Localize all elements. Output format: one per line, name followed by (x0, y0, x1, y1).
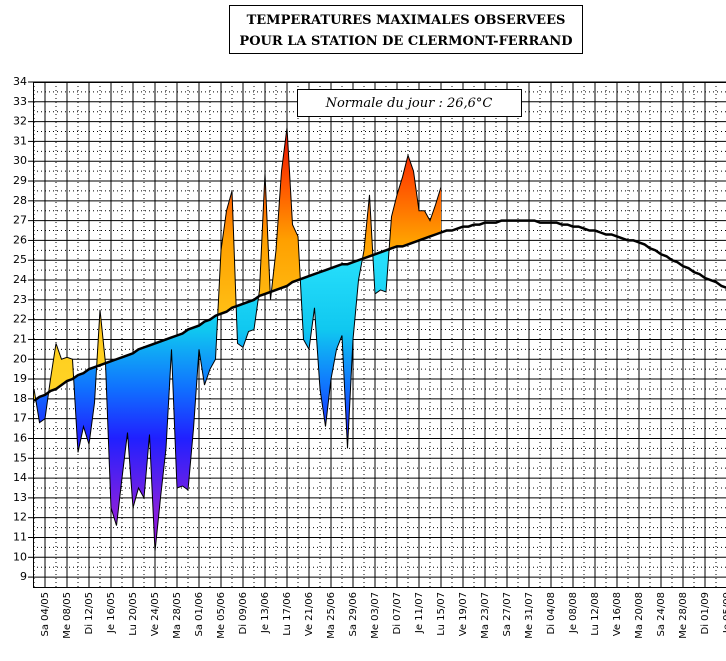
y-tick-label: 12 (13, 511, 27, 524)
y-tick-label: 25 (13, 253, 27, 266)
x-tick-label: Ve 24/05 (150, 592, 161, 636)
x-tick-label: Sa 29/06 (348, 592, 359, 636)
x-tick-label: Ma 28/05 (172, 592, 183, 639)
x-tick-label: Di 07/07 (392, 592, 403, 634)
x-tick-label: Me 31/07 (524, 592, 535, 639)
y-tick-label: 28 (13, 194, 27, 207)
y-tick-label: 14 (13, 471, 27, 484)
x-tick-label: Di 01/09 (700, 592, 711, 634)
y-tick-label: 9 (20, 570, 27, 583)
chart-title: TEMPERATURES MAXIMALES OBSERVEES (247, 13, 566, 28)
y-tick-label: 34 (13, 75, 27, 88)
y-tick-label: 11 (13, 530, 27, 543)
x-tick-label: Je 08/08 (568, 592, 579, 634)
x-tick-label: Lu 12/08 (590, 592, 601, 636)
x-tick-label: Sa 24/08 (656, 592, 667, 636)
x-tick-label: Lu 17/06 (282, 592, 293, 636)
x-tick-label: Ma 23/07 (480, 592, 491, 639)
x-tick-label: Di 09/06 (238, 592, 249, 634)
observed-line (33, 127, 442, 552)
y-tick-label: 19 (13, 372, 27, 385)
x-tick-label: Sa 27/07 (502, 592, 513, 636)
x-tick-label: Ma 25/06 (326, 592, 337, 639)
x-tick-label: Me 03/07 (370, 592, 381, 639)
x-tick-label: Je 16/05 (106, 592, 117, 634)
y-tick-label: 24 (13, 273, 27, 286)
y-tick-label: 17 (13, 412, 27, 425)
title-box (229, 5, 583, 54)
y-tick-label: 18 (13, 392, 27, 405)
y-tick-label: 23 (13, 293, 27, 306)
y-tick-label: 15 (13, 451, 27, 464)
x-tick-label: Je 11/07 (414, 592, 425, 634)
x-tick-label: Di 04/08 (546, 592, 557, 634)
y-tick-label: 13 (13, 491, 27, 504)
grid (28, 81, 726, 587)
marks (33, 127, 726, 552)
x-tick-label: Me 05/06 (216, 592, 227, 639)
x-tick-label: Je 05/09 (722, 592, 726, 634)
y-tick-label: 26 (13, 233, 27, 246)
x-tick-label: Ve 19/07 (458, 592, 469, 636)
y-tick-label: 33 (13, 95, 27, 108)
y-tick-label: 32 (13, 115, 27, 128)
y-tick-label: 10 (13, 550, 27, 563)
y-tick-label: 27 (13, 214, 27, 227)
y-tick-label: 22 (13, 313, 27, 326)
x-tick-label: Lu 15/07 (436, 592, 447, 636)
y-tick-label: 31 (13, 134, 27, 147)
x-tick-label: Me 08/05 (62, 592, 73, 639)
y-tick-label: 30 (13, 154, 27, 167)
y-tick-label: 16 (13, 431, 27, 444)
y-tick-label: 29 (13, 174, 27, 187)
x-tick-label: Ve 16/08 (612, 592, 623, 636)
chart-title: POUR LA STATION DE CLERMONT-FERRAND (239, 34, 572, 49)
normal-line (33, 219, 726, 402)
annotation-box (297, 89, 522, 117)
x-tick-label: Me 28/08 (678, 592, 689, 639)
y-tick-label: 21 (13, 332, 27, 345)
labels: 9 10 11 12 13 14 15 16 17 18 19 20 21 22 23 24 25 26 27 28 2… (13, 75, 726, 639)
x-tick-label: Di 12/05 (84, 592, 95, 634)
plot-frame (33, 82, 726, 588)
x-tick-label: Sa 04/05 (40, 592, 51, 636)
y-tick-label: 20 (13, 352, 27, 365)
x-tick-label: Sa 01/06 (194, 592, 205, 636)
x-tick-label: Ve 21/06 (304, 592, 315, 636)
x-tick-label: Je 13/06 (260, 592, 271, 634)
x-tick-label: Lu 20/05 (128, 592, 139, 636)
annotation: Normale du jour : 26,6°C (325, 96, 493, 111)
x-tick-label: Ma 20/08 (634, 592, 645, 639)
